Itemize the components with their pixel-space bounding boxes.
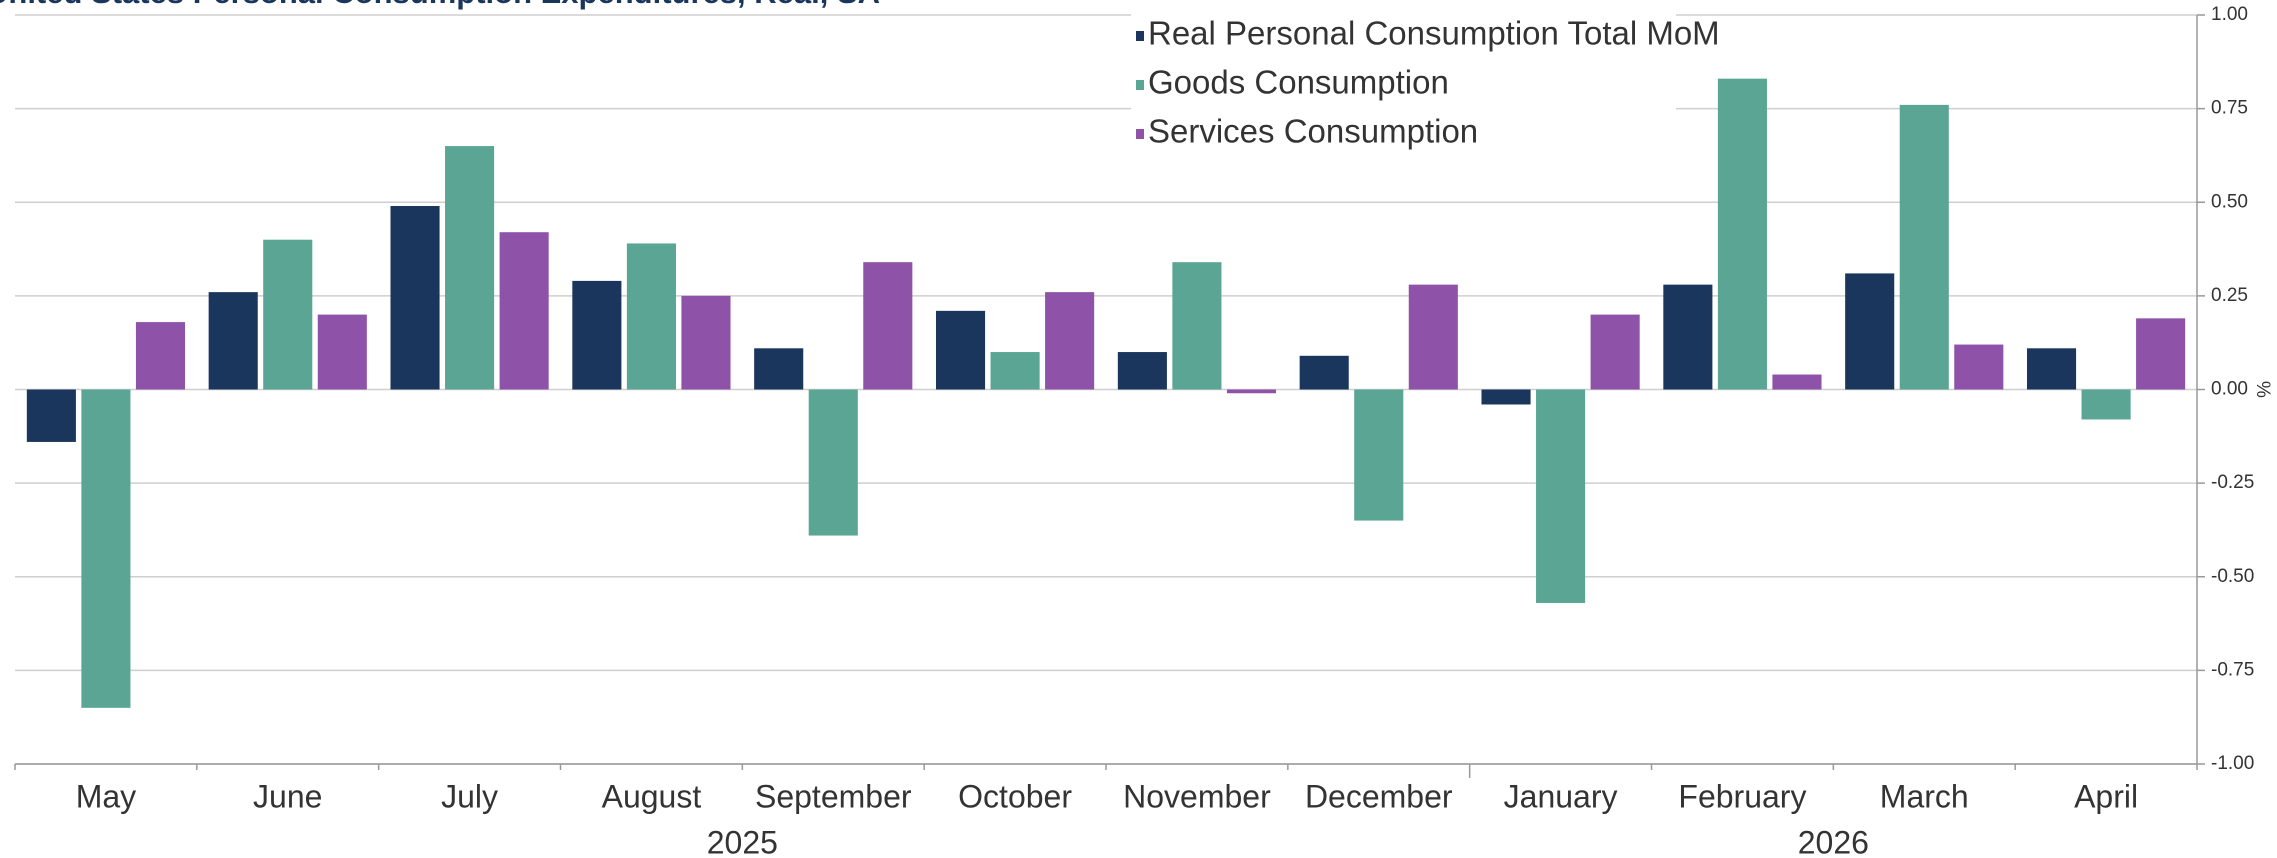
bar — [1954, 344, 2004, 390]
bar — [1717, 78, 1767, 390]
x-tick-label: October — [958, 778, 1072, 814]
bar — [1481, 389, 1531, 405]
bar — [26, 389, 76, 442]
bar — [1899, 104, 1949, 390]
legend-label: Goods Consumption — [1148, 64, 1449, 101]
x-tick-label: May — [76, 778, 136, 814]
bar — [1408, 284, 1458, 390]
bar — [208, 292, 258, 390]
year-label: 2026 — [1798, 824, 1869, 858]
year-label: 2025 — [707, 824, 778, 858]
bar — [1663, 284, 1713, 390]
bar — [81, 389, 131, 708]
legend-swatch — [1136, 129, 1144, 139]
x-tick-label: June — [253, 778, 322, 814]
x-tick-label: August — [602, 778, 702, 814]
x-tick-label: April — [2074, 778, 2138, 814]
bar — [1172, 262, 1222, 390]
y-tick-label: -0.25 — [2211, 472, 2254, 493]
bar — [1226, 389, 1277, 394]
bar — [863, 262, 913, 390]
bar — [1354, 389, 1404, 521]
bar — [499, 232, 549, 390]
x-tick-label: November — [1123, 778, 1271, 814]
bar — [1117, 352, 1167, 390]
x-tick-label: July — [441, 778, 498, 814]
legend-label: Real Personal Consumption Total MoM — [1148, 15, 1720, 52]
y-axis-label: % — [2252, 381, 2273, 398]
bar — [2026, 348, 2077, 390]
bar — [754, 348, 804, 390]
bar — [1299, 355, 1349, 390]
bar — [445, 146, 495, 390]
bar — [1045, 292, 1095, 390]
x-tick-label: September — [755, 778, 912, 814]
bar — [808, 389, 858, 536]
bar — [2081, 389, 2131, 420]
y-tick-label: 1.00 — [2211, 4, 2248, 25]
legend-box — [1131, 0, 1676, 160]
x-tick-label: March — [1880, 778, 1969, 814]
y-tick-label: 0.75 — [2211, 98, 2248, 119]
bar — [1772, 374, 1822, 390]
legend-label: Services Consumption — [1148, 113, 1478, 150]
y-tick-label: 0.50 — [2211, 191, 2248, 212]
y-tick-label: 0.00 — [2211, 379, 2248, 400]
y-tick-label: -0.50 — [2211, 566, 2254, 587]
bar — [1536, 389, 1586, 603]
y-tick-label: 0.25 — [2211, 285, 2248, 306]
x-tick-label: December — [1305, 778, 1453, 814]
bar — [317, 314, 367, 390]
bar — [263, 239, 313, 390]
bar — [1845, 273, 1895, 390]
legend-swatch — [1136, 31, 1144, 41]
x-tick-label: February — [1678, 778, 1806, 814]
y-tick-label: -0.75 — [2211, 659, 2254, 680]
legend-swatch — [1136, 80, 1144, 90]
bar — [626, 243, 676, 390]
bar — [1590, 314, 1640, 390]
chart-title: United States Personal Consumption Expen… — [0, 0, 880, 10]
bar — [935, 310, 986, 390]
bar — [572, 280, 622, 390]
y-tick-label: -1.00 — [2211, 753, 2254, 774]
bar — [2136, 318, 2186, 390]
x-tick-label: January — [1504, 778, 1618, 814]
bar — [390, 205, 440, 390]
bar — [135, 322, 186, 390]
bar — [990, 352, 1040, 390]
bar — [681, 295, 731, 390]
